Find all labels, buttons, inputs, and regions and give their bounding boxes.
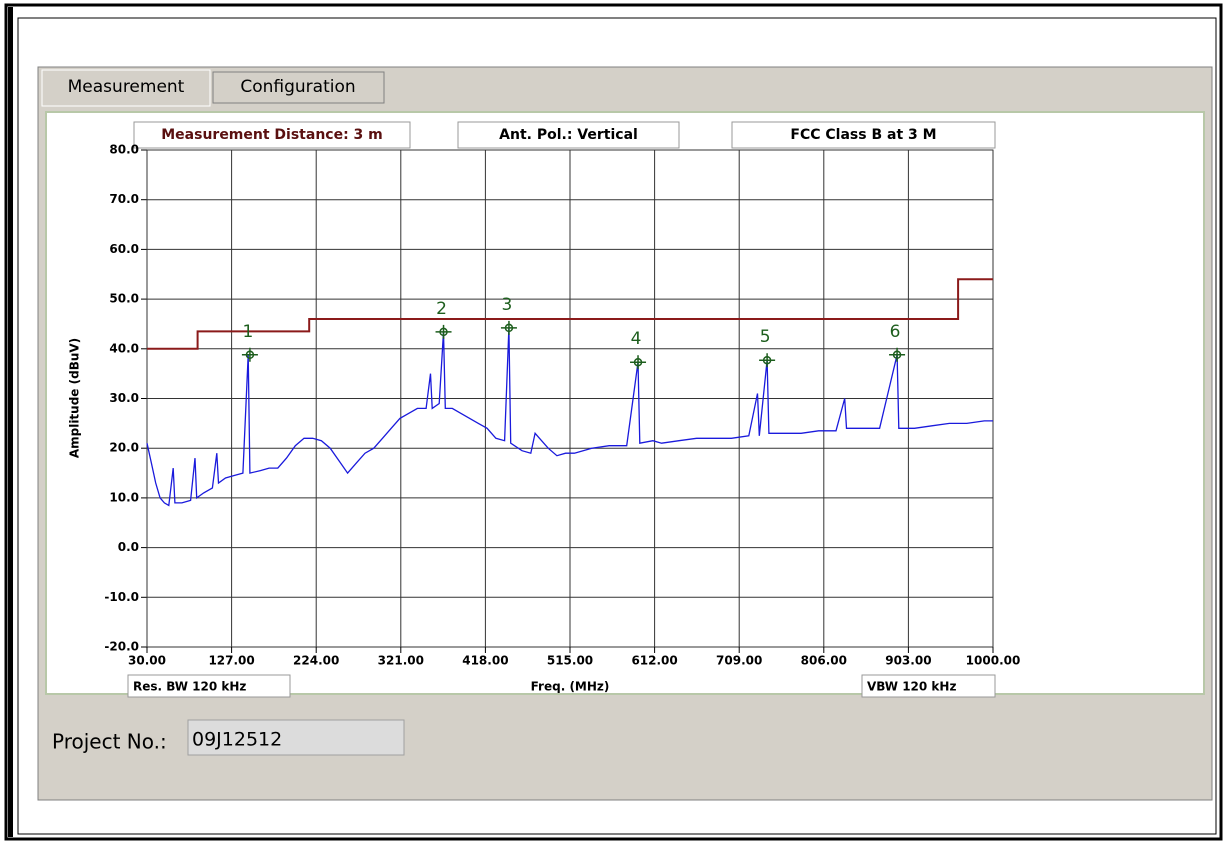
marker-label: 5 xyxy=(760,327,771,347)
marker-label: 3 xyxy=(502,295,513,315)
header-box xyxy=(731,121,996,149)
header-box xyxy=(133,121,411,149)
x-tick-label: 418.00 xyxy=(462,654,508,668)
x-tick-label: 806.00 xyxy=(801,654,847,668)
y-tick-label: 40.0 xyxy=(109,341,139,355)
x-tick-label: 515.00 xyxy=(547,654,593,668)
tab-configuration[interactable] xyxy=(212,71,385,104)
x-tick-label: 903.00 xyxy=(885,654,931,668)
x-tick-label: 224.00 xyxy=(293,654,339,668)
y-tick-label: 80.0 xyxy=(109,143,139,157)
x-tick-label: 30.00 xyxy=(128,654,166,668)
y-tick-label: 70.0 xyxy=(109,192,139,206)
header-label: FCC Class B at 3 M xyxy=(790,127,936,143)
tab-label: Measurement xyxy=(68,77,185,97)
y-axis-label: Amplitude (dBuV) xyxy=(68,338,82,458)
y-tick-label: 0.0 xyxy=(118,540,139,554)
footer-label: Res. BW 120 kHz xyxy=(133,680,246,694)
x-tick-label: 612.00 xyxy=(631,654,677,668)
x-tick-label: 1000.00 xyxy=(966,654,1021,668)
header-box xyxy=(457,121,680,149)
marker-label: 2 xyxy=(436,299,447,319)
plot: Measurement Distance: 3 m Ant. Pol.: Vert… xyxy=(68,121,1021,698)
frame-edge xyxy=(8,7,13,837)
project-value: 09J12512 xyxy=(192,729,282,751)
tab-label: Configuration xyxy=(240,77,355,97)
x-tick-label: 127.00 xyxy=(208,654,254,668)
marker-label: 4 xyxy=(631,329,642,349)
limit-line xyxy=(147,278,993,350)
tab-measurement[interactable] xyxy=(41,69,211,107)
spectrum-trace xyxy=(146,327,993,507)
footer-box xyxy=(861,674,996,698)
footer-box xyxy=(127,674,291,698)
x-axis-label: Freq. (MHz) xyxy=(531,680,610,694)
x-tick-label: 321.00 xyxy=(378,654,424,668)
project-input[interactable] xyxy=(187,719,405,756)
y-tick-label: -10.0 xyxy=(104,590,139,604)
y-tick-label: 50.0 xyxy=(109,292,139,306)
y-tick-label: -20.0 xyxy=(104,640,139,654)
footer-label: VBW 120 kHz xyxy=(867,680,956,694)
marker-label: 1 xyxy=(243,322,254,342)
x-tick-label: 709.00 xyxy=(716,654,762,668)
project-label: Project No.: xyxy=(52,730,167,754)
marker-label: 6 xyxy=(890,322,901,342)
y-tick-label: 10.0 xyxy=(109,490,139,504)
y-tick-label: 30.0 xyxy=(109,391,139,405)
y-tick-label: 60.0 xyxy=(109,242,139,256)
header-label: Measurement Distance: 3 m xyxy=(161,127,383,143)
header-label: Ant. Pol.: Vertical xyxy=(499,127,638,143)
y-tick-label: 20.0 xyxy=(109,441,139,455)
inner-frame xyxy=(17,17,1217,835)
